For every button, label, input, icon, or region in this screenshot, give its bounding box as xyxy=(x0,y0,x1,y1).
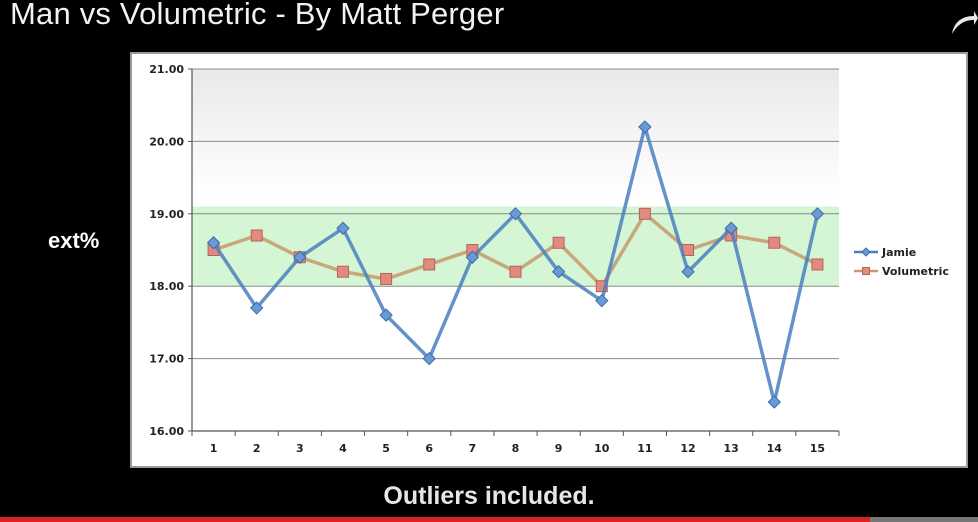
y-tick-label: 21.00 xyxy=(149,63,184,76)
y-tick-label: 16.00 xyxy=(149,425,184,438)
page-title: Man vs Volumetric - By Matt Perger xyxy=(10,0,505,31)
legend-label-jamie: Jamie xyxy=(881,246,916,259)
data-point-volumetric xyxy=(336,265,349,278)
data-point-volumetric xyxy=(638,207,651,220)
data-point-jamie xyxy=(681,265,695,279)
data-point-volumetric xyxy=(811,258,824,271)
data-point-jamie xyxy=(810,207,825,221)
data-point-volumetric xyxy=(552,236,565,249)
data-point-volumetric xyxy=(423,258,436,271)
x-tick-label: 14 xyxy=(767,442,783,455)
data-point-volumetric xyxy=(250,229,263,242)
video-progress-bar[interactable] xyxy=(0,517,978,522)
video-progress-fill xyxy=(0,517,871,522)
y-tick-label: 18.00 xyxy=(149,280,184,293)
y-tick-label: 19.00 xyxy=(149,208,184,221)
x-tick-label: 7 xyxy=(469,442,477,455)
legend-marker xyxy=(862,267,870,275)
legend-label-volumetric: Volumetric xyxy=(882,265,949,278)
x-tick-label: 13 xyxy=(724,442,739,455)
data-point-jamie xyxy=(206,236,221,250)
data-point-jamie xyxy=(379,308,393,322)
data-point-jamie xyxy=(767,395,782,409)
x-tick-label: 3 xyxy=(296,442,304,455)
data-point-jamie xyxy=(508,207,523,221)
data-point-volumetric xyxy=(595,280,608,293)
caption: Outliers included. xyxy=(383,482,595,510)
x-tick-label: 10 xyxy=(594,442,610,455)
data-point-jamie xyxy=(293,250,307,264)
data-point-jamie xyxy=(638,120,652,134)
x-tick-label: 15 xyxy=(810,442,825,455)
x-tick-label: 1 xyxy=(210,442,218,455)
data-point-jamie xyxy=(422,351,436,366)
x-tick-label: 5 xyxy=(382,442,390,455)
share-arrow-icon[interactable] xyxy=(948,8,978,38)
data-point-jamie xyxy=(595,293,609,308)
x-tick-label: 11 xyxy=(637,442,652,455)
chart-frame: 16.00 17.00 18.00 19.00 20.00 21.00 1 2 3 4 5 6 7 8 9 1… xyxy=(130,52,968,468)
data-point-volumetric xyxy=(380,272,393,285)
data-point-jamie xyxy=(724,221,738,235)
data-point-jamie xyxy=(465,250,480,264)
data-point-volumetric xyxy=(768,236,781,249)
data-point-volumetric xyxy=(509,265,522,278)
x-tick-label: 2 xyxy=(253,442,261,455)
x-tick-label: 4 xyxy=(339,442,347,455)
y-axis-label: ext% xyxy=(48,228,100,253)
data-point-jamie xyxy=(551,265,566,279)
data-point-jamie xyxy=(249,301,264,315)
y-tick-label: 20.00 xyxy=(149,135,184,148)
y-tick-label: 17.00 xyxy=(149,353,184,366)
x-tick-label: 12 xyxy=(680,442,695,455)
x-tick-label: 8 xyxy=(512,442,520,455)
x-tick-label: 9 xyxy=(555,442,563,455)
x-tick-label: 6 xyxy=(425,442,433,455)
legend-marker xyxy=(861,247,871,257)
data-point-jamie xyxy=(336,221,350,235)
